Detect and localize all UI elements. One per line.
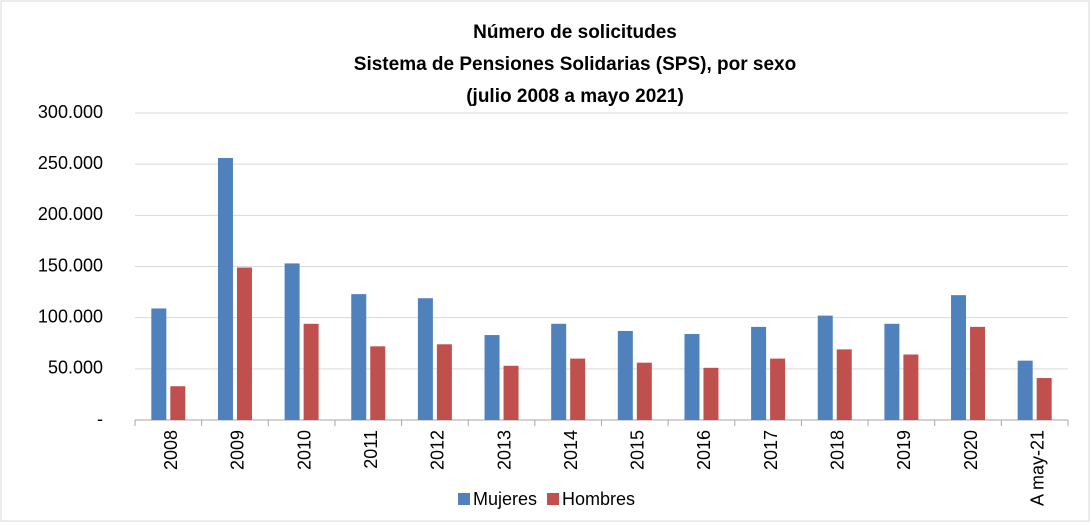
bar xyxy=(836,349,852,420)
y-tick-label: 300.000 xyxy=(38,102,103,122)
chart-title: Sistema de Pensiones Solidarias (SPS), p… xyxy=(354,54,796,75)
x-tick-label: 2015 xyxy=(628,430,648,470)
x-tick-label: 2012 xyxy=(428,430,448,470)
bar xyxy=(370,346,386,420)
bar xyxy=(303,323,319,420)
bar xyxy=(951,295,967,420)
bar xyxy=(884,323,900,420)
x-tick-label: 2009 xyxy=(228,430,248,470)
legend-swatch xyxy=(458,493,470,505)
x-tick-label: 2020 xyxy=(961,430,981,470)
y-tick-label: 200.000 xyxy=(38,204,103,224)
chart-title: (julio 2008 a mayo 2021) xyxy=(466,86,684,107)
legend-swatch xyxy=(547,493,560,505)
y-tick-label: 150.000 xyxy=(38,255,103,275)
bar xyxy=(417,298,433,420)
bar xyxy=(970,326,986,420)
x-tick-label: 2018 xyxy=(828,430,848,470)
bar xyxy=(484,335,500,420)
bar xyxy=(751,326,767,420)
x-tick-label: 2014 xyxy=(561,430,581,470)
x-tick-label: 2010 xyxy=(294,430,314,470)
bar xyxy=(170,386,186,420)
bar xyxy=(551,323,567,420)
x-tick-label: 2017 xyxy=(761,430,781,470)
bar xyxy=(217,158,233,420)
x-tick-label: 2019 xyxy=(894,430,914,470)
bar xyxy=(503,365,519,420)
y-tick-label: 50.000 xyxy=(48,358,103,378)
y-tick-label: 100.000 xyxy=(38,306,103,326)
legend-label: Mujeres xyxy=(473,489,537,509)
x-tick-label: A may-21 xyxy=(1027,430,1047,506)
x-tick-label: 2008 xyxy=(161,430,181,470)
bar xyxy=(703,367,719,420)
bar xyxy=(436,344,452,420)
bar xyxy=(570,358,586,420)
x-tick-label: 2013 xyxy=(494,430,514,470)
bar xyxy=(1036,378,1052,420)
bar xyxy=(684,334,700,420)
bar xyxy=(236,267,252,420)
bar xyxy=(284,263,300,420)
bar xyxy=(903,354,919,420)
y-tick-label: 250.000 xyxy=(38,153,103,173)
bar xyxy=(617,330,633,420)
x-tick-label: 2016 xyxy=(694,430,714,470)
legend-label: Hombres xyxy=(562,489,635,509)
bar xyxy=(636,362,652,420)
y-tick-label: - xyxy=(97,409,103,429)
chart-title: Número de solicitudes xyxy=(473,22,677,43)
bar xyxy=(351,294,367,420)
bar xyxy=(151,308,167,420)
bar xyxy=(1017,360,1033,420)
bar xyxy=(770,358,786,420)
x-tick-label: 2011 xyxy=(361,430,381,469)
bar xyxy=(817,315,833,420)
